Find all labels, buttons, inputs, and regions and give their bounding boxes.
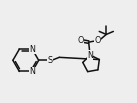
Text: N: N — [29, 45, 35, 54]
Text: O: O — [77, 36, 83, 45]
Text: N: N — [87, 51, 93, 60]
Text: N: N — [29, 67, 35, 76]
Text: O: O — [94, 36, 101, 45]
Text: S: S — [47, 56, 52, 65]
